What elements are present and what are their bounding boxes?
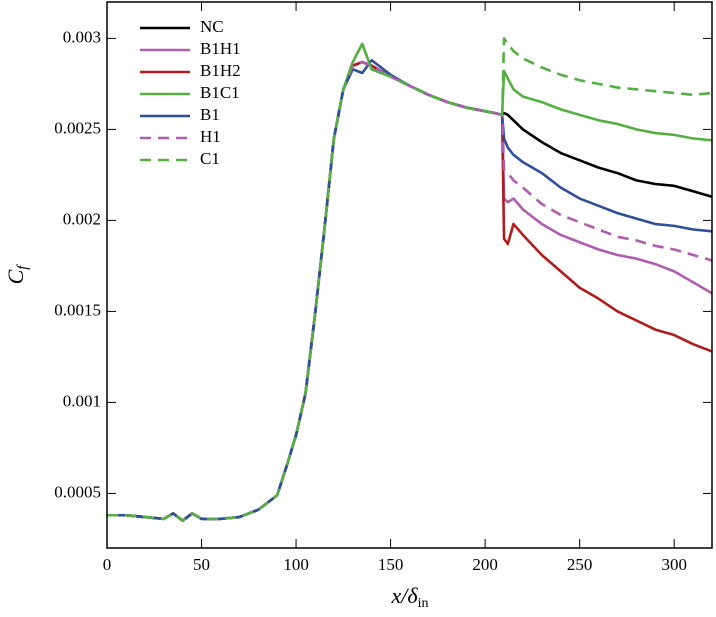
y-tick-label: 0.0025 — [54, 118, 101, 137]
series-line — [107, 58, 713, 522]
x-tick-label: 100 — [283, 555, 309, 574]
x-tick-label: 0 — [103, 555, 112, 574]
y-tick-label: 0.001 — [63, 391, 101, 410]
series-line — [107, 60, 713, 522]
legend-label: NC — [200, 17, 224, 36]
x-tick-label: 300 — [661, 555, 687, 574]
plot-frame — [106, 1, 713, 549]
x-axis-label-sub: in — [418, 596, 429, 611]
x-axis-label-main: x/δ — [391, 583, 419, 608]
series-line — [107, 37, 713, 522]
legend-label: C1 — [200, 149, 220, 168]
legend-label: B1C1 — [200, 83, 240, 102]
y-tick-label: 0.0015 — [54, 300, 101, 319]
x-tick-label: 150 — [378, 555, 404, 574]
x-axis-label: x/δin — [391, 583, 429, 611]
legend-label: H1 — [200, 127, 221, 146]
x-tick-label: 50 — [193, 555, 210, 574]
x-tick-label: 250 — [567, 555, 593, 574]
y-tick-label: 0.0005 — [54, 482, 101, 501]
series-line — [107, 60, 713, 522]
y-axis-label-sub: f — [15, 264, 31, 270]
legend-label: B1 — [200, 105, 220, 124]
y-tick-label: 0.003 — [63, 27, 101, 46]
y-axis-label: Cf — [3, 264, 31, 285]
x-tick-label: 200 — [472, 555, 498, 574]
legend-label: B1H2 — [200, 61, 241, 80]
legend-label: B1H1 — [200, 39, 241, 58]
series-line — [107, 42, 713, 522]
series-line — [107, 60, 713, 522]
y-tick-label: 0.002 — [63, 209, 101, 228]
series-line — [107, 60, 713, 522]
y-axis-label-main: C — [3, 269, 28, 284]
